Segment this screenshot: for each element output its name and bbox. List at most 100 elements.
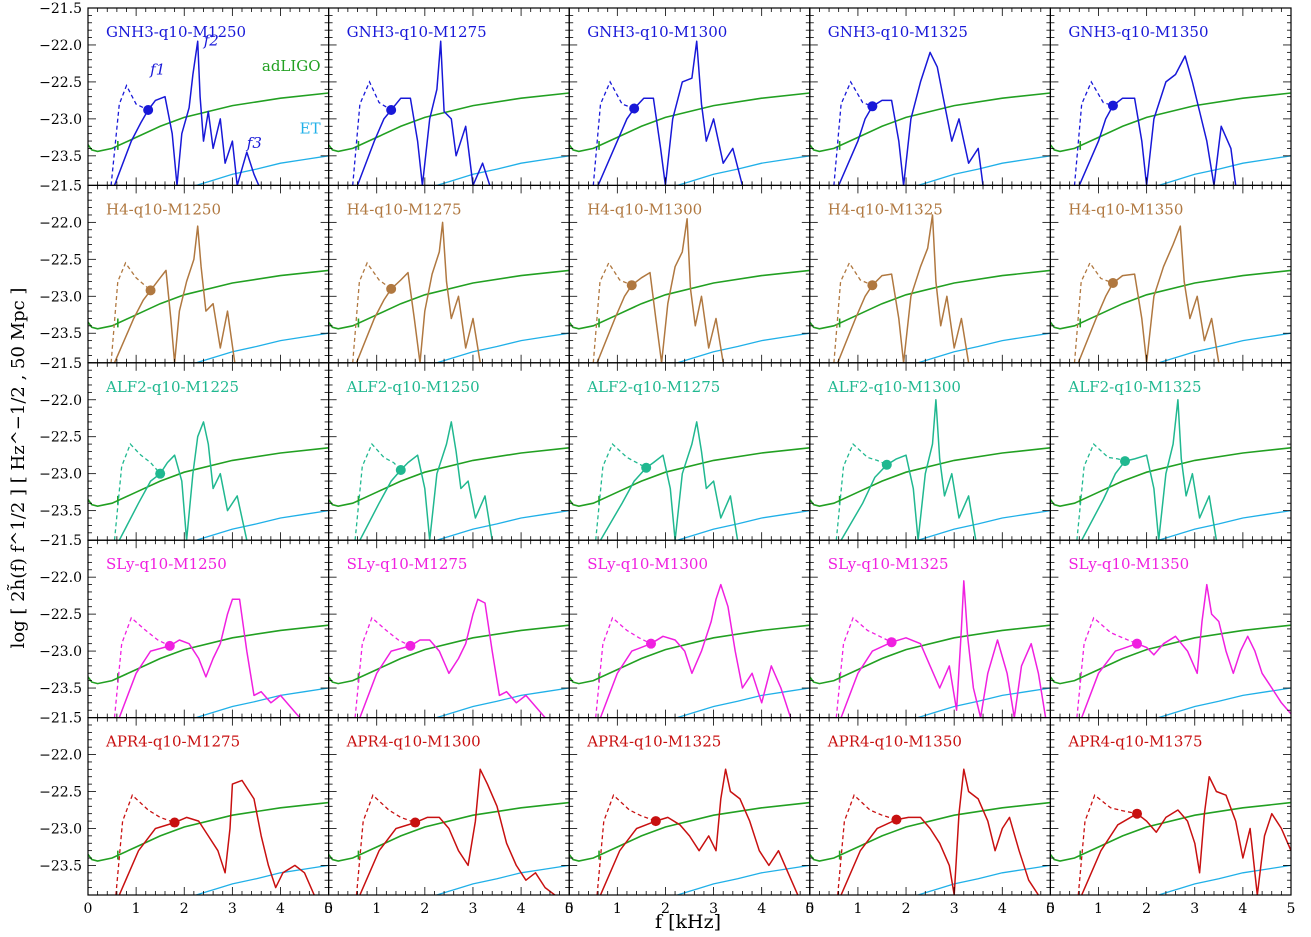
et-curve bbox=[434, 687, 570, 718]
contact-marker bbox=[169, 817, 180, 828]
inspiral-spectrum bbox=[110, 84, 149, 186]
panel-label: H4-q10-M1250 bbox=[106, 200, 221, 218]
panel-label: H4-q10-M1300 bbox=[587, 200, 702, 218]
x-tick-label: 0 bbox=[565, 901, 574, 917]
postmerger-spectrum bbox=[414, 768, 556, 895]
contact-marker bbox=[1107, 277, 1118, 288]
panel-label: APR4-q10-M1350 bbox=[827, 733, 962, 751]
y-tick-label: −23.0 bbox=[39, 467, 82, 483]
inspiral-spectrum bbox=[837, 794, 897, 895]
adligo-curve bbox=[569, 624, 810, 685]
panel: ALF2-q10-M1275 bbox=[568, 362, 811, 541]
adligo-curve bbox=[569, 92, 810, 153]
postmerger-spectrum bbox=[631, 217, 724, 363]
panel: GNH3-q10-M1250 adLIGO ET f1 f2 f3 bbox=[87, 7, 330, 186]
x-tick-label: 0 bbox=[324, 901, 333, 917]
et-curve bbox=[194, 509, 329, 541]
inspiral-spectrum bbox=[352, 80, 392, 186]
postmerger-spectrum bbox=[886, 399, 977, 541]
y-tick-label: −22.0 bbox=[39, 570, 82, 586]
panel-label: ALF2-q10-M1250 bbox=[346, 378, 480, 396]
f2-annotation: f2 bbox=[203, 31, 219, 49]
y-tick-label: −21.5 bbox=[39, 533, 82, 549]
postmerger-spectrum bbox=[390, 221, 481, 363]
inspiral-spectrum bbox=[113, 616, 171, 718]
panel: ALF2-q10-M1225 bbox=[87, 362, 330, 541]
et-curve bbox=[434, 864, 570, 895]
postmerger-spectrum bbox=[400, 421, 493, 541]
adligo-curve bbox=[569, 447, 810, 508]
panel: SLy-q10-M1300 bbox=[568, 539, 811, 719]
panel: SLy-q10-M1250 bbox=[87, 539, 330, 719]
adligo-curve bbox=[88, 447, 329, 508]
contact-marker bbox=[386, 283, 397, 294]
y-tick-label: −23.5 bbox=[39, 858, 82, 874]
adligo-curve bbox=[809, 92, 1051, 153]
y-tick-label: −23.5 bbox=[39, 681, 82, 697]
x-tick-label: 2 bbox=[1142, 901, 1151, 917]
postmerger-spectrum bbox=[650, 583, 792, 718]
x-tick-label: 4 bbox=[998, 901, 1007, 917]
y-tick-label: −22.0 bbox=[39, 748, 82, 764]
inspiral-spectrum bbox=[1077, 794, 1138, 895]
spectrum-rise bbox=[355, 288, 392, 363]
x-tick-label: 4 bbox=[1238, 901, 1247, 917]
x-tick-label: 0 bbox=[805, 901, 814, 917]
adligo-curve bbox=[328, 801, 570, 862]
x-tick-label: 2 bbox=[180, 901, 189, 917]
et-curve bbox=[915, 155, 1051, 186]
inspiral-spectrum bbox=[113, 442, 161, 541]
panel-label: ALF2-q10-M1325 bbox=[1067, 378, 1201, 396]
contact-marker bbox=[143, 105, 154, 116]
x-tick-label: 4 bbox=[757, 901, 766, 917]
postmerger-spectrum bbox=[410, 598, 546, 718]
spectrum-rise bbox=[118, 821, 175, 895]
postmerger-spectrum bbox=[1136, 775, 1292, 895]
panel: APR4-q10-M1275 bbox=[87, 716, 330, 896]
panel: H4-q10-M1325 bbox=[809, 184, 1051, 364]
y-tick-label: −22.5 bbox=[39, 785, 82, 801]
inspiral-spectrum bbox=[115, 794, 175, 895]
y-tick-label: −23.5 bbox=[39, 326, 82, 342]
contact-marker bbox=[886, 637, 897, 648]
postmerger-spectrum bbox=[147, 40, 260, 186]
x-tick-label: 5 bbox=[1287, 901, 1296, 917]
postmerger-spectrum bbox=[1124, 399, 1218, 541]
contact-marker bbox=[155, 468, 166, 479]
contact-marker bbox=[626, 280, 637, 291]
inspiral-spectrum bbox=[596, 794, 657, 895]
adligo-curve bbox=[328, 269, 570, 330]
y-tick-label: −23.5 bbox=[39, 149, 82, 165]
spectrum-rise bbox=[596, 284, 633, 363]
et-curve bbox=[915, 687, 1051, 718]
adligo-curve bbox=[88, 269, 329, 330]
panel: SLy-q10-M1275 bbox=[328, 539, 570, 719]
et-curve bbox=[194, 332, 329, 363]
postmerger-spectrum bbox=[891, 580, 1047, 718]
postmerger-spectrum bbox=[655, 768, 799, 895]
panel: H4-q10-M1300 bbox=[568, 184, 811, 364]
panel-label: ALF2-q10-M1225 bbox=[105, 378, 239, 396]
spectrum-rise bbox=[597, 108, 635, 186]
y-tick-label: −23.0 bbox=[39, 821, 82, 837]
et-curve bbox=[915, 864, 1051, 895]
panel: ALF2-q10-M1300 bbox=[809, 362, 1051, 541]
adligo-curve bbox=[809, 801, 1051, 862]
panel: ALF2-q10-M1250 bbox=[328, 362, 570, 541]
panel-label: GNH3-q10-M1300 bbox=[587, 23, 727, 41]
y-tick-label: −23.0 bbox=[39, 644, 82, 660]
y-tick-label: −22.0 bbox=[39, 393, 82, 409]
x-axis-label: f [kHz] bbox=[655, 911, 721, 933]
panel-label: GNH3-q10-M1275 bbox=[347, 23, 487, 41]
panel: ALF2-q10-M1325 bbox=[1049, 362, 1292, 541]
adligo-curve bbox=[328, 624, 570, 685]
inspiral-spectrum bbox=[592, 261, 633, 363]
x-tick-label: 3 bbox=[1190, 901, 1199, 917]
contact-marker bbox=[650, 816, 661, 827]
panel: SLy-q10-M1350 bbox=[1049, 539, 1292, 719]
postmerger-spectrum bbox=[390, 40, 491, 186]
contact-marker bbox=[891, 814, 902, 825]
et-curve bbox=[194, 864, 329, 895]
spectrum-rise bbox=[359, 469, 402, 541]
inspiral-spectrum bbox=[352, 261, 392, 363]
